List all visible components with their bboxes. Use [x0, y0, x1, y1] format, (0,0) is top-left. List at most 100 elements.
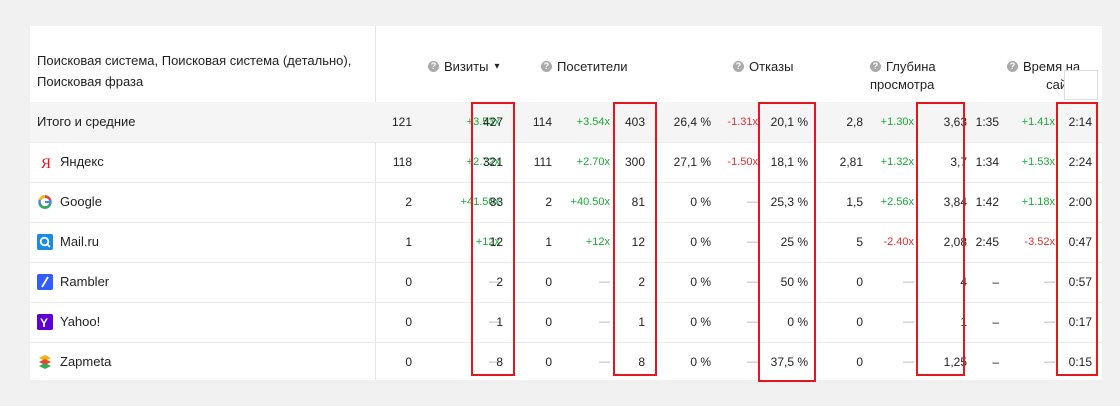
- metric-cell-d3: 3,7: [950, 155, 967, 169]
- metric-cell-u3: 81: [631, 195, 645, 209]
- metric-cell-d2: +1.30x: [880, 116, 914, 128]
- metric-cell-b1: 0 %: [690, 195, 711, 209]
- row-label[interactable]: Yahoo!: [60, 314, 101, 329]
- help-icon[interactable]: ?: [541, 61, 552, 72]
- table-row[interactable]: Mail.ru 1 +12x 12 1 +12x 12 0 % —25 % 5 -2.40x 2,08…: [30, 222, 1102, 263]
- table-row[interactable]: Google 2 +41.50x 83 2 +40.50x 81 0 % — 25,3 % 1,5 +…: [30, 182, 1102, 223]
- row-label[interactable]: Zapmeta: [60, 354, 112, 369]
- metric-cell-b2: -1.50x: [727, 156, 758, 168]
- metric-cell-t2: +1.41x: [1021, 116, 1055, 128]
- metric-cell-t1: –: [992, 315, 999, 329]
- metric-cell-u3: 8: [638, 355, 645, 369]
- metric-cell-b3: 25,3 %: [770, 195, 808, 209]
- help-icon[interactable]: ?: [428, 61, 439, 72]
- metric-cell-d1: 2,81: [839, 155, 863, 169]
- metric-cell-v1: 118: [392, 155, 412, 169]
- metric-cell-u1: 111: [533, 155, 552, 169]
- highlight-time: [1056, 102, 1098, 376]
- totals-row[interactable]: Итого и средние 121 +3.53x 427 114 +3.54x 403 2…: [30, 102, 1102, 143]
- metric-cell-t2: -3.52x: [1024, 236, 1055, 248]
- metric-cell-d2: —: [903, 276, 914, 288]
- metric-cell-d3: 3,63: [943, 115, 967, 129]
- row-label: Итого и средние: [37, 114, 136, 129]
- metric-cell-v1: 0: [405, 355, 412, 369]
- highlight-visitors: [613, 102, 657, 376]
- zapmeta-icon: [37, 354, 53, 370]
- metric-cell-d1: 0: [856, 315, 863, 329]
- row-label[interactable]: Google: [60, 194, 102, 209]
- metric-cell-d2: —: [903, 356, 914, 368]
- metric-cell-u1: 0: [545, 275, 552, 289]
- metric-cell-d1: 5: [856, 235, 863, 249]
- metric-cell-t2: —: [1044, 356, 1055, 368]
- metric-cell-t1: 1:34: [975, 155, 999, 169]
- metric-cell-d3: 3,84: [943, 195, 967, 209]
- metric-cell-v2: +41.50x: [460, 196, 500, 208]
- metric-cell-b3: 0 %: [787, 315, 808, 329]
- bounces-header[interactable]: ? Отказы: [733, 58, 793, 76]
- row-label[interactable]: Mail.ru: [60, 234, 100, 249]
- metric-cell-u3: 2: [638, 275, 645, 289]
- metric-cell-v1: 0: [405, 315, 412, 329]
- metric-cell-u1: 0: [545, 355, 552, 369]
- metric-cell-v2: +3.53x: [466, 116, 500, 128]
- help-icon[interactable]: ?: [733, 61, 744, 72]
- metric-cell-v2: +2.72x: [466, 156, 500, 168]
- metric-cell-t3: 0:57: [1068, 275, 1092, 289]
- metric-cell-b2: —: [747, 276, 758, 288]
- metric-cell-b2: -1.31x: [727, 116, 758, 128]
- column-separator: [375, 26, 376, 380]
- metric-cell-t2: +1.18x: [1021, 196, 1055, 208]
- metric-cell-v2: —: [489, 356, 500, 368]
- table-row[interactable]: Я Яндекс 118 +2.72x 321 111 +2.70x 300 27,1 % -1.…: [30, 142, 1102, 183]
- metric-cell-v3: 321: [482, 155, 503, 169]
- metric-cell-t1: –: [992, 275, 999, 289]
- visitors-header[interactable]: ? Посетители: [541, 58, 628, 76]
- metric-cell-u1: 0: [545, 315, 552, 329]
- table-row[interactable]: Zapmeta 0—8 0—8 0 % —37,5 % 0—1,25– —0:15: [30, 342, 1102, 383]
- metric-cell-v1: 0: [405, 275, 412, 289]
- depth-header[interactable]: ? Глубина просмотра: [870, 58, 936, 94]
- metric-cell-t3: 2:14: [1068, 115, 1092, 129]
- dimensions-header[interactable]: Поисковая система, Поисковая система (де…: [37, 53, 352, 89]
- metric-cell-v1: 1: [405, 235, 412, 249]
- metric-cell-u2: —: [599, 276, 610, 288]
- metric-cell-v3: 427: [482, 115, 503, 129]
- metric-cell-u1: 114: [532, 115, 552, 129]
- metric-cell-u2: +3.54x: [576, 116, 610, 128]
- metric-cell-d1: 0: [856, 275, 863, 289]
- metric-cell-b3: 18,1 %: [770, 155, 808, 169]
- metric-cell-t1: 1:42: [975, 195, 999, 209]
- column-settings-box[interactable]: [1064, 70, 1098, 100]
- table-row[interactable]: Y Yahoo! 0—1 0—1 0 % —0 % 0—1– —0:17: [30, 302, 1102, 343]
- metric-cell-u2: +40.50x: [570, 196, 610, 208]
- help-icon[interactable]: ?: [1007, 61, 1018, 72]
- metric-cell-b1: 0 %: [690, 355, 711, 369]
- yahoo-icon: Y: [37, 314, 53, 330]
- yandex-icon: Я: [37, 154, 53, 172]
- row-label[interactable]: Rambler: [60, 274, 110, 289]
- visitors-header-label: Посетители: [557, 59, 628, 74]
- table-row[interactable]: Rambler 0—2 0—2 0 % —50 % 0—4– —0:57: [30, 262, 1102, 303]
- metric-cell-d2: +1.32x: [880, 156, 914, 168]
- google-icon: [37, 194, 53, 210]
- metric-cell-v2: —: [489, 276, 500, 288]
- row-label[interactable]: Яндекс: [60, 154, 104, 169]
- metric-cell-b1: 27,1 %: [673, 155, 711, 169]
- depth-header-line1: Глубина: [886, 59, 936, 74]
- metric-cell-b1: 0 %: [690, 235, 711, 249]
- visits-header[interactable]: ? Визиты ▾: [428, 58, 499, 76]
- sort-desc-icon[interactable]: ▾: [494, 61, 500, 72]
- metric-cell-v2: —: [489, 316, 500, 328]
- metric-cell-t3: 0:17: [1068, 315, 1092, 329]
- highlight-bounces: [758, 102, 816, 382]
- metric-cell-v1: 121: [391, 115, 412, 129]
- metric-cell-v1: 2: [405, 195, 412, 209]
- metric-cell-u2: +2.70x: [576, 156, 610, 168]
- metric-cell-b3: 25 %: [780, 235, 808, 249]
- metric-cell-v3: 83: [489, 195, 503, 209]
- help-icon[interactable]: ?: [870, 61, 881, 72]
- metric-cell-d3: 1,25: [943, 355, 967, 369]
- metric-cell-d1: 2,8: [846, 115, 863, 129]
- metric-cell-d2: +2.56x: [880, 196, 914, 208]
